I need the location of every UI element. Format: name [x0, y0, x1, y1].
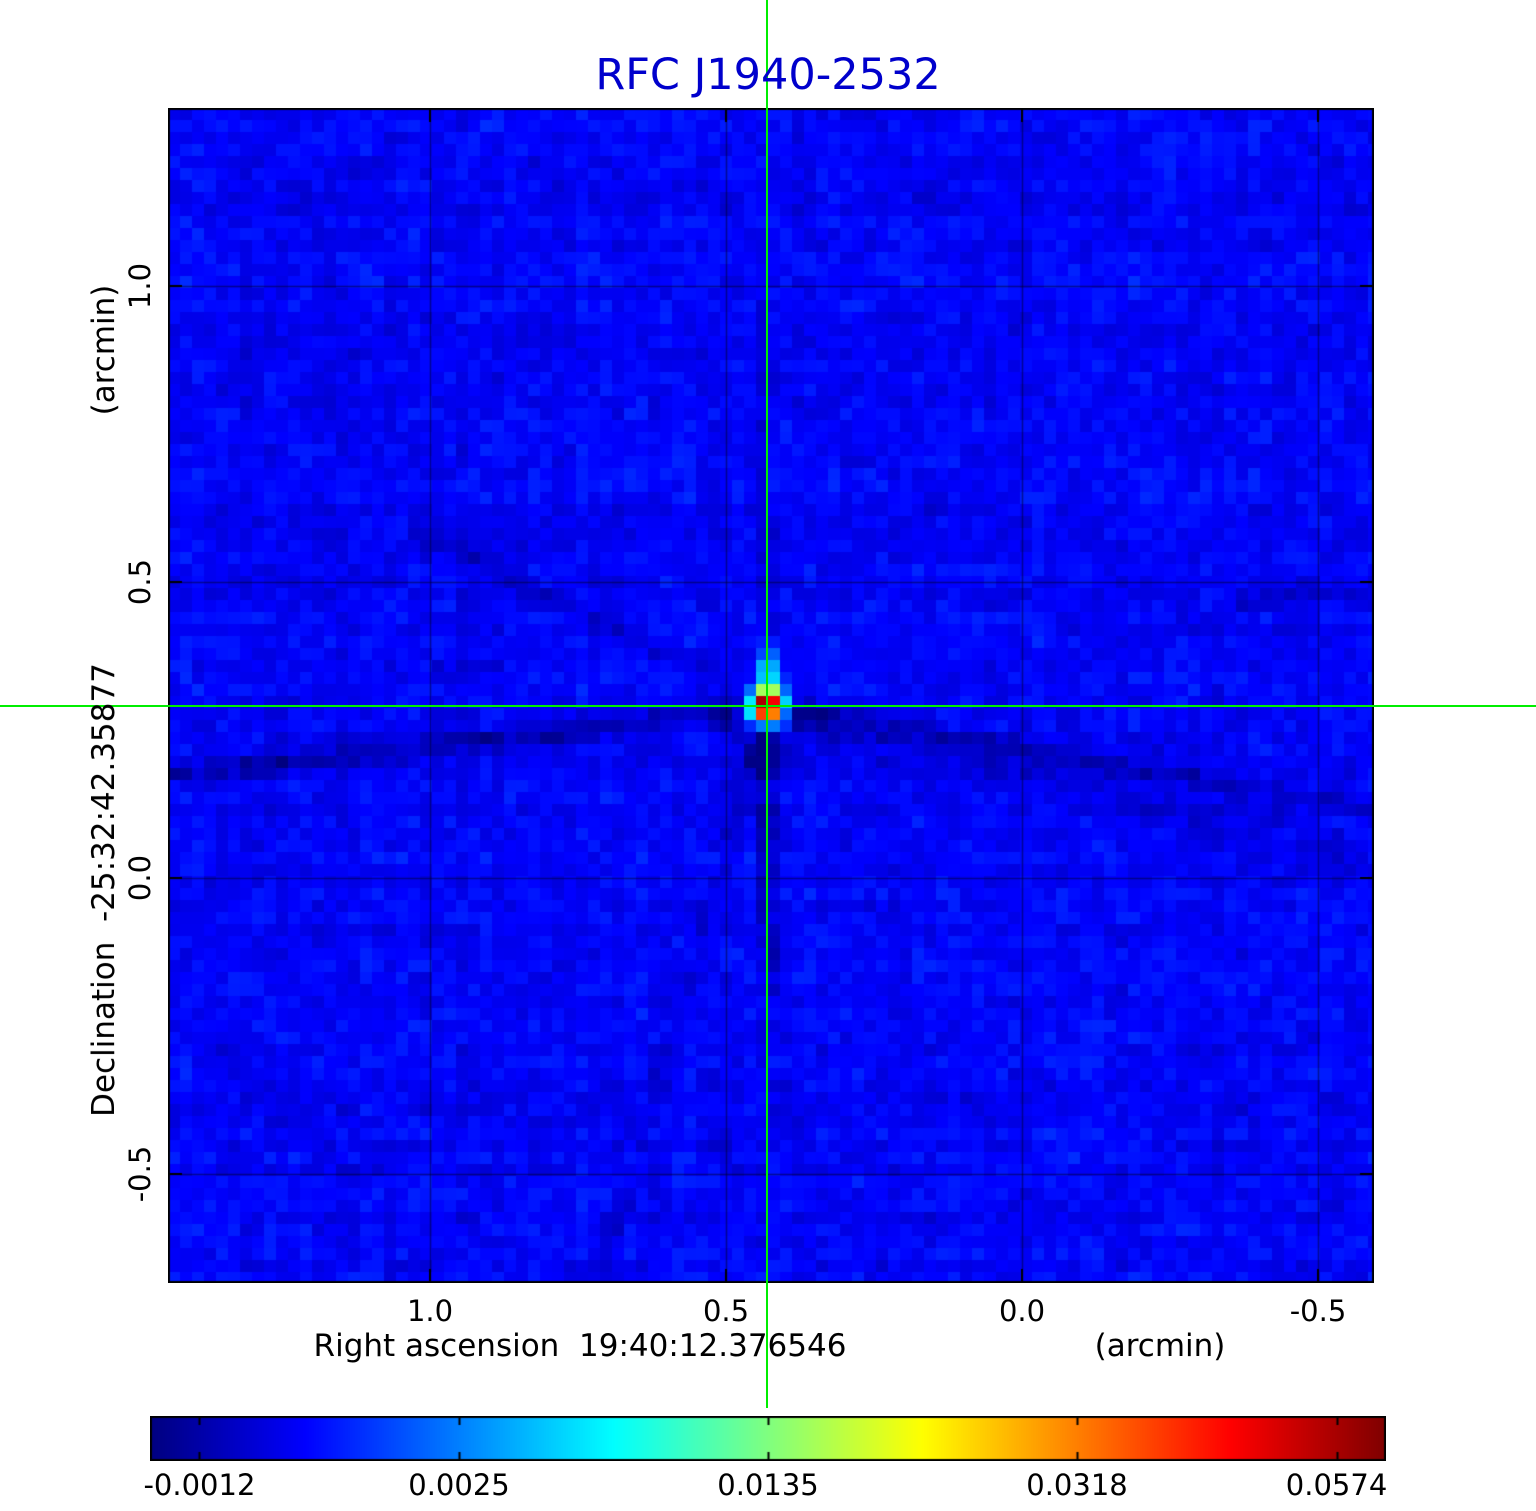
sky-map-canvas	[168, 108, 1374, 1283]
y-tick-label: -0.5	[123, 1145, 157, 1203]
colorbar-tick-label: 0.0574	[1285, 1468, 1388, 1502]
y-axis-label: Declination -25:32:42.35877	[86, 663, 122, 1117]
x-tick-label: 0.0	[998, 1294, 1046, 1328]
x-tick-label: -0.5	[1289, 1294, 1347, 1328]
y-tick-label: 0.5	[123, 558, 157, 606]
colorbar-tick-labels: -0.0012 0.0025 0.0135 0.0318 0.0574	[143, 1468, 1388, 1508]
colorbar	[150, 1416, 1386, 1461]
y-tick-label: 0.0	[123, 854, 157, 902]
x-tick-label: 1.0	[406, 1294, 454, 1328]
colorbar-tick-label: 0.0025	[408, 1468, 510, 1502]
y-axis-unit-label: (arcmin)	[86, 284, 122, 416]
colorbar-tick-label: 0.0135	[717, 1468, 819, 1502]
colorbar-canvas	[150, 1416, 1386, 1461]
x-axis-unit-label: (arcmin)	[1094, 1328, 1226, 1364]
y-tick-label: 1.0	[123, 262, 157, 310]
colorbar-tick-label: 0.0318	[1026, 1468, 1128, 1502]
crosshair-vertical-line	[766, 0, 768, 1408]
x-axis-label: Right ascension 19:40:12.376546	[313, 1328, 847, 1364]
crosshair-horizontal-line	[0, 705, 1536, 707]
colorbar-tick-label: -0.0012	[143, 1468, 256, 1502]
plot-title: RFC J1940-2532	[595, 50, 941, 100]
sky-map	[168, 108, 1374, 1283]
x-tick-label: 0.5	[702, 1294, 750, 1328]
